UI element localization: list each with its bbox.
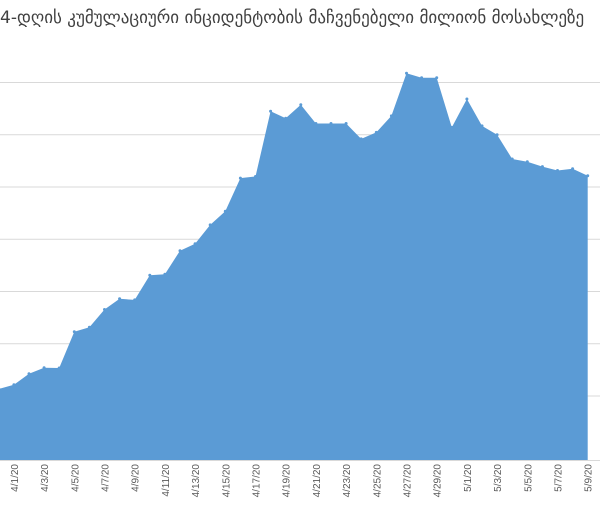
data-point bbox=[405, 71, 408, 75]
data-point bbox=[87, 325, 91, 329]
series-area bbox=[0, 73, 588, 460]
data-point bbox=[586, 174, 590, 178]
data-point bbox=[435, 76, 439, 80]
data-point bbox=[359, 137, 363, 141]
data-point bbox=[510, 157, 514, 161]
x-tick-label: 5/5/20 bbox=[523, 464, 534, 492]
data-point bbox=[556, 169, 559, 172]
data-point bbox=[269, 109, 273, 113]
x-tick-label: 5/3/20 bbox=[493, 464, 504, 492]
data-point bbox=[254, 175, 257, 178]
data-point bbox=[344, 122, 348, 125]
x-tick-label: 5/7/20 bbox=[554, 464, 565, 492]
data-point bbox=[208, 223, 212, 227]
x-tick-label: 4/11/20 bbox=[161, 464, 172, 497]
data-point bbox=[118, 297, 122, 301]
x-tick-label: 4/7/20 bbox=[101, 464, 112, 492]
data-point bbox=[148, 273, 152, 277]
x-tick-label: 5/9/20 bbox=[584, 464, 595, 492]
data-point bbox=[178, 249, 182, 253]
data-point bbox=[480, 124, 484, 128]
data-point bbox=[525, 160, 529, 164]
x-tick-label: 4/1/20 bbox=[10, 464, 21, 492]
x-tick-label: 4/21/20 bbox=[312, 464, 323, 498]
data-point bbox=[163, 272, 167, 276]
x-tick-label: 4/27/20 bbox=[403, 464, 414, 498]
chart-title: 4-დღის კუმულაციური ინციდენტობის მაჩვენებ… bbox=[0, 8, 585, 28]
data-point bbox=[420, 76, 424, 80]
x-tick-label: 4/19/20 bbox=[282, 464, 293, 498]
data-point bbox=[27, 372, 31, 376]
data-point bbox=[42, 366, 46, 370]
series-area-layer bbox=[0, 71, 590, 460]
x-tick-label: 4/15/20 bbox=[221, 464, 232, 498]
data-point bbox=[374, 130, 378, 134]
data-point bbox=[329, 122, 333, 125]
data-point bbox=[103, 308, 106, 311]
x-tick-label: 5/1/20 bbox=[463, 464, 474, 492]
x-tick-label: 4/25/20 bbox=[372, 464, 383, 498]
data-point bbox=[193, 242, 197, 246]
x-tick-label: 4/9/20 bbox=[131, 464, 142, 492]
x-tick-labels: 3/28/203/30/204/1/204/3/204/5/204/7/204/… bbox=[10, 464, 595, 498]
data-point bbox=[540, 165, 544, 169]
data-point bbox=[284, 116, 288, 120]
data-point bbox=[133, 298, 137, 302]
data-point bbox=[450, 125, 454, 129]
data-point bbox=[238, 176, 242, 180]
data-point bbox=[223, 209, 227, 213]
x-tick-label: 4/5/20 bbox=[70, 464, 81, 492]
data-point bbox=[299, 103, 303, 107]
data-point bbox=[72, 330, 76, 334]
data-point bbox=[465, 97, 469, 101]
x-tick-label: 4/3/20 bbox=[40, 464, 51, 492]
data-point bbox=[571, 167, 575, 171]
data-point bbox=[389, 114, 393, 118]
data-point bbox=[495, 133, 499, 137]
x-tick-label: 4/13/20 bbox=[191, 464, 202, 498]
x-tick-label: 4/17/20 bbox=[252, 464, 263, 498]
data-point bbox=[314, 122, 318, 125]
data-point bbox=[12, 383, 16, 387]
x-tick-label: 4/23/20 bbox=[342, 464, 353, 498]
x-tick-label: 4/29/20 bbox=[433, 464, 444, 498]
data-point bbox=[57, 366, 61, 370]
